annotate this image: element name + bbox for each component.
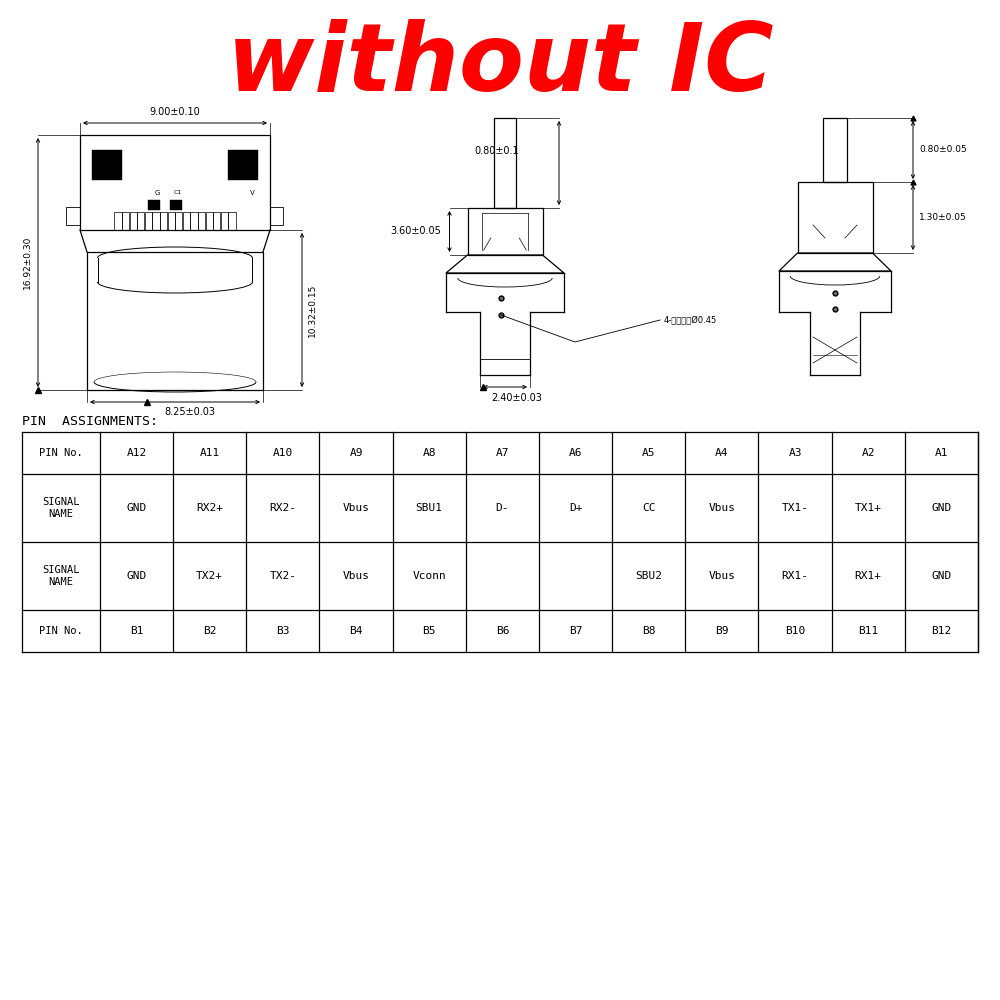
- Bar: [228, 150, 258, 180]
- Text: B3: B3: [276, 626, 290, 636]
- Text: 16.92±0.30: 16.92±0.30: [23, 236, 32, 289]
- Bar: [170, 200, 182, 210]
- Text: 1.30±0.05: 1.30±0.05: [919, 213, 967, 222]
- Text: 0.80±0.1: 0.80±0.1: [474, 146, 519, 156]
- Text: PIN  ASSIGNMENTS:: PIN ASSIGNMENTS:: [22, 415, 158, 428]
- Bar: [114, 212, 122, 230]
- Bar: [206, 212, 213, 230]
- Text: Vconn: Vconn: [412, 571, 446, 581]
- Text: TX2-: TX2-: [269, 571, 296, 581]
- Bar: [66, 207, 80, 225]
- Bar: [183, 212, 190, 230]
- Text: A1: A1: [935, 448, 948, 458]
- Text: A9: A9: [349, 448, 363, 458]
- Bar: [92, 150, 122, 180]
- Text: A11: A11: [200, 448, 220, 458]
- Bar: [175, 212, 182, 230]
- Text: B2: B2: [203, 626, 216, 636]
- Text: B7: B7: [569, 626, 582, 636]
- Text: B12: B12: [931, 626, 952, 636]
- Text: Vbus: Vbus: [708, 503, 735, 513]
- Text: G: G: [154, 190, 160, 196]
- Text: RX1+: RX1+: [855, 571, 882, 581]
- Text: A6: A6: [569, 448, 582, 458]
- Text: 3.60±0.05: 3.60±0.05: [391, 227, 442, 236]
- Text: D-: D-: [496, 503, 509, 513]
- Bar: [145, 212, 152, 230]
- Text: CC: CC: [642, 503, 655, 513]
- Bar: [823, 118, 847, 182]
- Text: A8: A8: [422, 448, 436, 458]
- Text: V: V: [250, 190, 254, 196]
- Text: A5: A5: [642, 448, 655, 458]
- Text: A12: A12: [126, 448, 147, 458]
- Text: PIN No.: PIN No.: [39, 448, 83, 458]
- Bar: [152, 212, 160, 230]
- Text: 10.32±0.15: 10.32±0.15: [308, 283, 317, 337]
- Text: SIGNAL
NAME: SIGNAL NAME: [42, 497, 80, 519]
- Text: B9: B9: [715, 626, 729, 636]
- Text: GND: GND: [126, 503, 147, 513]
- Text: 0.80±0.05: 0.80±0.05: [919, 145, 967, 154]
- Text: 8.25±0.03: 8.25±0.03: [164, 407, 216, 417]
- Text: RX1-: RX1-: [782, 571, 809, 581]
- Text: RX2+: RX2+: [196, 503, 223, 513]
- Text: PIN No.: PIN No.: [39, 626, 83, 636]
- Bar: [213, 212, 220, 230]
- Bar: [122, 212, 129, 230]
- Text: B1: B1: [130, 626, 143, 636]
- Text: B11: B11: [858, 626, 878, 636]
- Bar: [80, 135, 270, 230]
- Text: without IC: without IC: [227, 19, 773, 111]
- Text: SIGNAL
NAME: SIGNAL NAME: [42, 565, 80, 587]
- Text: TX1-: TX1-: [782, 503, 809, 513]
- Text: GND: GND: [126, 571, 147, 581]
- Text: D+: D+: [569, 503, 582, 513]
- Text: 2.40±0.03: 2.40±0.03: [492, 393, 542, 403]
- Text: Vbus: Vbus: [343, 503, 370, 513]
- Bar: [190, 212, 198, 230]
- Text: 9.00±0.10: 9.00±0.10: [150, 107, 200, 117]
- Text: TX2+: TX2+: [196, 571, 223, 581]
- Text: Vbus: Vbus: [343, 571, 370, 581]
- Bar: [798, 182, 872, 253]
- Text: RX2-: RX2-: [269, 503, 296, 513]
- Text: B6: B6: [496, 626, 509, 636]
- Text: B5: B5: [422, 626, 436, 636]
- Bar: [160, 212, 167, 230]
- Text: A2: A2: [861, 448, 875, 458]
- Bar: [468, 208, 542, 255]
- Text: SBU1: SBU1: [416, 503, 443, 513]
- Bar: [494, 118, 516, 208]
- Bar: [130, 212, 137, 230]
- Text: A3: A3: [788, 448, 802, 458]
- Bar: [137, 212, 144, 230]
- Text: B4: B4: [349, 626, 363, 636]
- Text: A7: A7: [496, 448, 509, 458]
- Text: B8: B8: [642, 626, 655, 636]
- Bar: [270, 207, 283, 225]
- Bar: [168, 212, 175, 230]
- Bar: [198, 212, 205, 230]
- Bar: [221, 212, 228, 230]
- Text: GND: GND: [931, 571, 952, 581]
- Text: A10: A10: [273, 448, 293, 458]
- Text: TX1+: TX1+: [855, 503, 882, 513]
- Text: 4-激光焊点Ø0.45: 4-激光焊点Ø0.45: [664, 316, 717, 324]
- Text: Vbus: Vbus: [708, 571, 735, 581]
- Text: B10: B10: [785, 626, 805, 636]
- Bar: [228, 212, 236, 230]
- Text: C1: C1: [174, 190, 182, 196]
- Bar: [87, 252, 263, 390]
- Text: SBU2: SBU2: [635, 571, 662, 581]
- Text: GND: GND: [931, 503, 952, 513]
- Bar: [148, 200, 160, 210]
- Text: A4: A4: [715, 448, 729, 458]
